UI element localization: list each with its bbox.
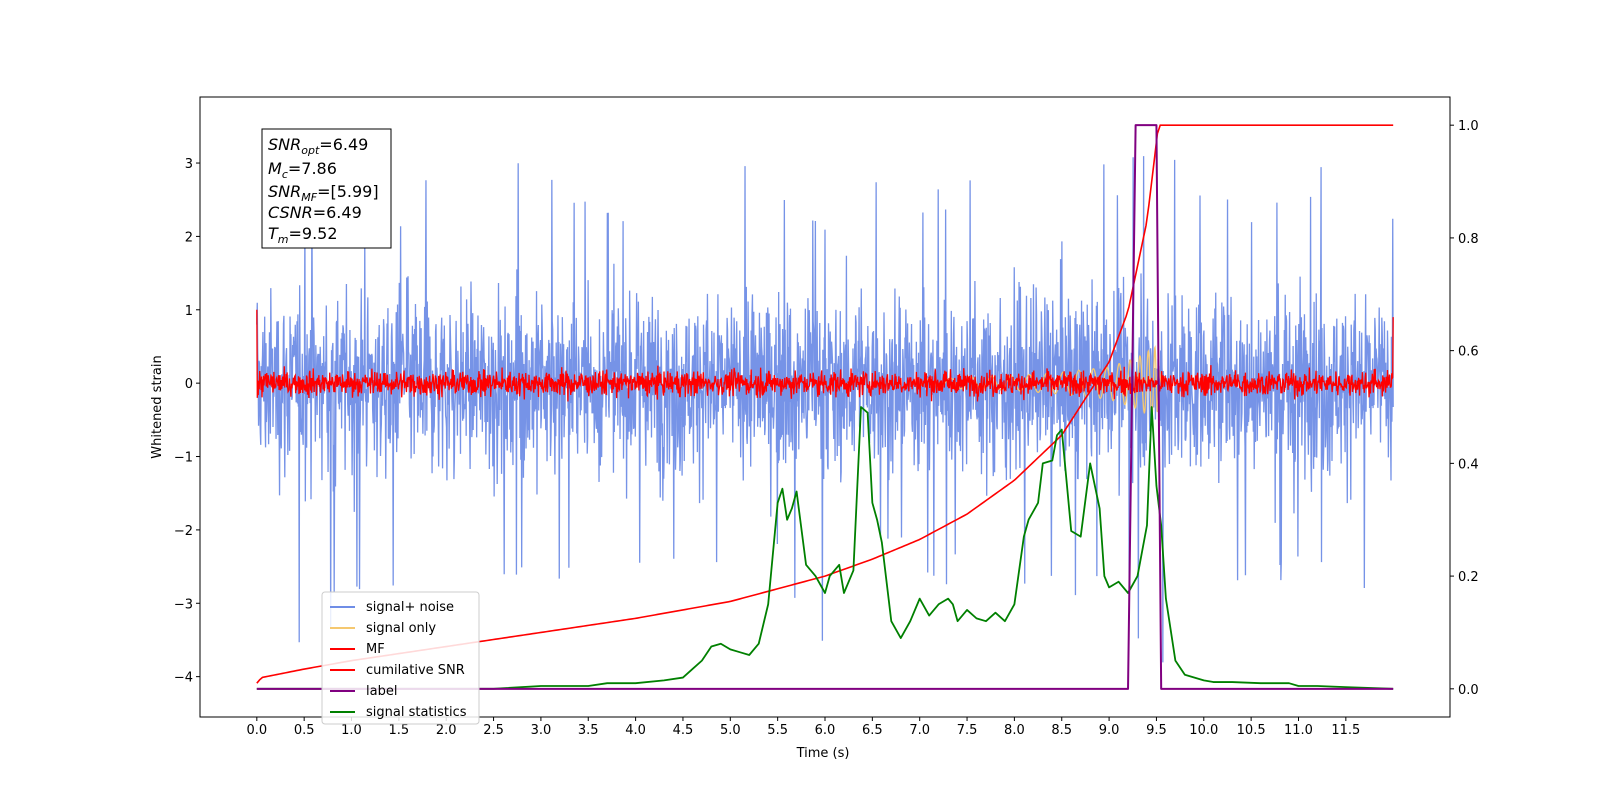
y-tick-label: 2: [185, 230, 193, 245]
legend-label: signal only: [366, 621, 436, 636]
x-tick-label: 9.5: [1146, 723, 1167, 738]
y-tick-label: −3: [174, 597, 193, 612]
y-axis-left: 3 2 1 0 −1 −2 −3 −4: [174, 157, 200, 686]
y2-tick-label: 0.0: [1458, 683, 1479, 698]
x-tick-label: 7.0: [909, 723, 930, 738]
legend-label: MF: [366, 642, 385, 657]
x-tick-label: 0.0: [246, 723, 267, 738]
x-tick-label: 0.5: [294, 723, 315, 738]
x-tick-label: 6.0: [815, 723, 836, 738]
info-tm: Tm=9.52: [268, 224, 338, 246]
y-tick-label: −2: [174, 524, 193, 539]
x-tick-label: 3.5: [578, 723, 599, 738]
info-box-frame: [261, 128, 392, 249]
y-tick-label: 3: [185, 157, 193, 172]
x-tick-label: 10.0: [1189, 723, 1218, 738]
legend: signal+ noise signal only MF cumilative SNR…: [321, 591, 480, 725]
y-tick-label: 1: [185, 304, 193, 319]
series-mf: [256, 309, 1394, 402]
info-snr-mf: SNRMF=[5.99]: [268, 182, 379, 204]
info-csnr: CSNR=6.49: [268, 203, 362, 222]
x-tick-label: 2.5: [483, 723, 504, 738]
info-box: SNRopt=6.49 Mc=7.86 SNRMF=[5.99] CSNR=6.…: [261, 128, 392, 249]
x-tick-label: 5.0: [720, 723, 741, 738]
y2-tick-label: 0.4: [1458, 457, 1479, 472]
x-tick-label: 7.5: [957, 723, 978, 738]
y2-tick-label: 1.0: [1458, 119, 1479, 134]
x-axis-label: Time (s): [796, 746, 850, 761]
x-tick-label: 8.0: [1004, 723, 1025, 738]
y-tick-label: −4: [174, 671, 193, 686]
x-tick-label: 6.5: [862, 723, 883, 738]
x-tick-label: 2.0: [436, 723, 457, 738]
x-tick-label: 10.5: [1237, 723, 1266, 738]
y-axis-label: Whitened strain: [150, 355, 165, 458]
x-tick-label: 9.0: [1099, 723, 1120, 738]
y-tick-label: −1: [174, 451, 193, 466]
y-axis-right: 1.0 0.8 0.6 0.4 0.2 0.0: [1450, 119, 1479, 698]
x-axis: 0.0 0.5 1.0 1.5 2.0 2.5 3.0 3.5 4.0 4.5 5.0 5.5 6.0 6…: [246, 717, 1360, 738]
info-mc: Mc=7.86: [268, 159, 337, 181]
x-tick-label: 1.5: [389, 723, 410, 738]
y2-tick-label: 0.8: [1458, 232, 1479, 247]
x-tick-label: 5.5: [767, 723, 788, 738]
legend-label: signal statistics: [366, 705, 467, 720]
x-tick-label: 1.0: [341, 723, 362, 738]
y2-tick-label: 0.2: [1458, 570, 1479, 585]
legend-label: label: [366, 684, 397, 699]
x-tick-label: 4.0: [625, 723, 646, 738]
series-label: [256, 124, 1394, 690]
x-tick-label: 3.0: [531, 723, 552, 738]
legend-label: cumilative SNR: [366, 663, 465, 678]
x-tick-label: 4.5: [673, 723, 694, 738]
x-tick-label: 11.5: [1331, 723, 1360, 738]
legend-frame: [321, 591, 480, 725]
x-tick-label: 8.5: [1051, 723, 1072, 738]
y-tick-label: 0: [185, 377, 193, 392]
series-signal-statistics: [256, 406, 1394, 690]
y2-tick-label: 0.6: [1458, 345, 1479, 360]
series-signal-noise: [256, 156, 1394, 663]
x-tick-label: 11.0: [1284, 723, 1313, 738]
legend-label: signal+ noise: [366, 600, 454, 615]
info-snr-opt: SNRopt=6.49: [268, 135, 368, 157]
